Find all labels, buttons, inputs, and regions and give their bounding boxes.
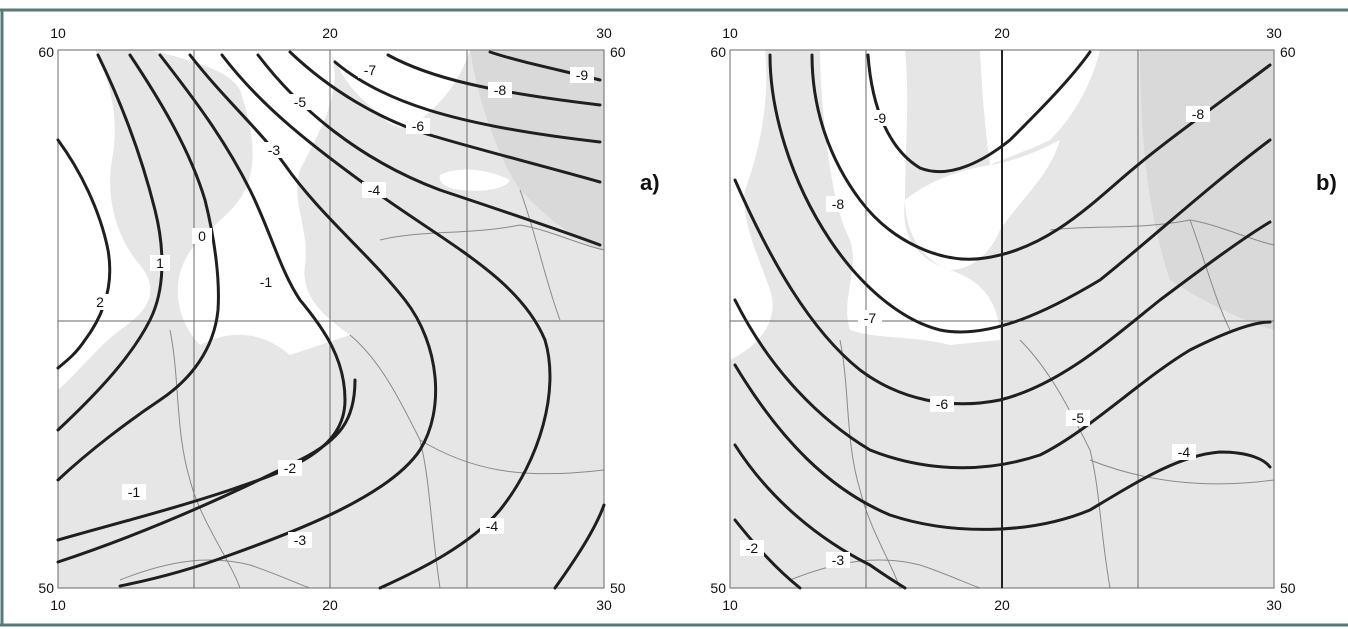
- map-panel-b: -9 -8 -8 -7 -6 -5 -4 -3 -2 10 20 30 10 2…: [710, 25, 1336, 613]
- map-a-border-5: [519, 189, 561, 321]
- iso-label-b-7: -3: [832, 552, 845, 568]
- isoline-b-m7: [768, 53, 1272, 334]
- map-b-border-3: [1089, 459, 1275, 485]
- iso-label-a-14: -4: [486, 518, 499, 534]
- isoline-a-m1-top: [56, 53, 347, 542]
- isoline-a-m7: [333, 60, 602, 144]
- isoline-b-m4: [733, 363, 1272, 531]
- tick-a-left-1: 50: [38, 580, 54, 596]
- iso-label-a-9: 1: [156, 255, 164, 271]
- tick-b-right-1: 50: [1280, 580, 1296, 596]
- tick-b-bottom-2: 30: [1266, 597, 1282, 613]
- tick-a-top-0: 10: [50, 25, 66, 41]
- map-a-border-4: [379, 224, 605, 251]
- tick-b-top-2: 30: [1266, 25, 1282, 41]
- map-b-sea-baltic: [820, 50, 1000, 345]
- isoline-b-m5: [733, 298, 1272, 470]
- iso-label-b-8: -2: [746, 540, 759, 556]
- iso-label-a-0: -9: [576, 67, 589, 83]
- tick-a-right-1: 50: [610, 580, 626, 596]
- map-a-border-6: [119, 559, 311, 589]
- map-b-sea-west: [730, 50, 773, 360]
- iso-label-a-5: -4: [368, 182, 381, 198]
- iso-label-a-2: -7: [364, 62, 377, 78]
- iso-label-a-10: 2: [96, 294, 104, 310]
- isoline-b-m6: [733, 178, 1272, 406]
- isoline-a-2: [56, 138, 112, 370]
- isoline-b-m8-upper: [810, 53, 1272, 261]
- tick-b-left-1: 50: [710, 580, 726, 596]
- isoline-b-m2: [733, 518, 802, 590]
- iso-label-b-4: -6: [936, 396, 949, 412]
- tick-a-bottom-2: 30: [596, 597, 612, 613]
- iso-label-b-3: -7: [864, 310, 877, 326]
- tick-b-right-0: 60: [1280, 44, 1296, 60]
- tick-b-top-1: 20: [994, 25, 1010, 41]
- map-panel-a: -9 -8 -7 -6 -5 -4 -3 -1 0 1 2 -1 -2 -3 -…: [38, 25, 659, 613]
- panel-b-tag: b): [1316, 170, 1337, 195]
- tick-a-top-1: 20: [322, 25, 338, 41]
- map-a-isoline-labels: -9 -8 -7 -6 -5 -4 -3 -1 0 1 2 -1 -2 -3 -…: [90, 62, 594, 548]
- tick-b-left-0: 60: [710, 44, 726, 60]
- iso-label-a-1: -8: [494, 82, 507, 98]
- map-a-border-3: [419, 439, 605, 475]
- iso-label-b-2: -8: [1192, 106, 1205, 122]
- tick-a-top-2: 30: [596, 25, 612, 41]
- map-b-sea-gulf: [905, 140, 1060, 270]
- map-b-border-2: [1019, 339, 1111, 589]
- map-a-sea-baltic: [150, 50, 350, 355]
- panel-a-tag: a): [640, 170, 660, 195]
- iso-label-b-5: -5: [1072, 410, 1085, 426]
- map-a-frame: [57, 49, 605, 589]
- isoline-a-m8: [386, 53, 602, 107]
- tick-a-bottom-1: 20: [322, 597, 338, 613]
- map-b-border-1: [839, 339, 901, 589]
- iso-label-a-6: -3: [268, 142, 281, 158]
- tick-a-right-0: 60: [610, 44, 626, 60]
- iso-label-a-12: -2: [284, 460, 297, 476]
- isoline-a-m6: [288, 50, 602, 184]
- iso-label-b-0: -9: [874, 110, 887, 126]
- iso-label-a-4: -5: [294, 94, 307, 110]
- map-a-sea-west: [58, 50, 151, 390]
- iso-label-a-11: -1: [128, 484, 141, 500]
- iso-label-b-1: -8: [832, 196, 845, 212]
- tick-a-left-0: 60: [38, 44, 54, 60]
- map-b-isoline-labels: -9 -8 -8 -7 -6 -5 -4 -3 -2: [740, 106, 1210, 568]
- map-a-sea-gulf-east: [439, 169, 510, 191]
- isoline-a-m4-bottom: [553, 503, 606, 590]
- iso-label-b-6: -4: [1178, 444, 1191, 460]
- iso-label-a-7: -1: [260, 274, 273, 290]
- iso-label-a-8: 0: [198, 228, 206, 244]
- isoline-a-m2-bottom: [56, 378, 357, 564]
- tick-a-bottom-0: 10: [50, 597, 66, 613]
- tick-b-bottom-0: 10: [722, 597, 738, 613]
- iso-label-a-3: -6: [412, 118, 425, 134]
- isoline-a-m4-top: [220, 53, 552, 590]
- map-b-border-5: [1189, 219, 1231, 331]
- iso-label-a-13: -3: [294, 532, 307, 548]
- tick-b-bottom-1: 20: [994, 597, 1010, 613]
- isoline-a-0: [56, 53, 220, 482]
- tick-b-top-0: 10: [722, 25, 738, 41]
